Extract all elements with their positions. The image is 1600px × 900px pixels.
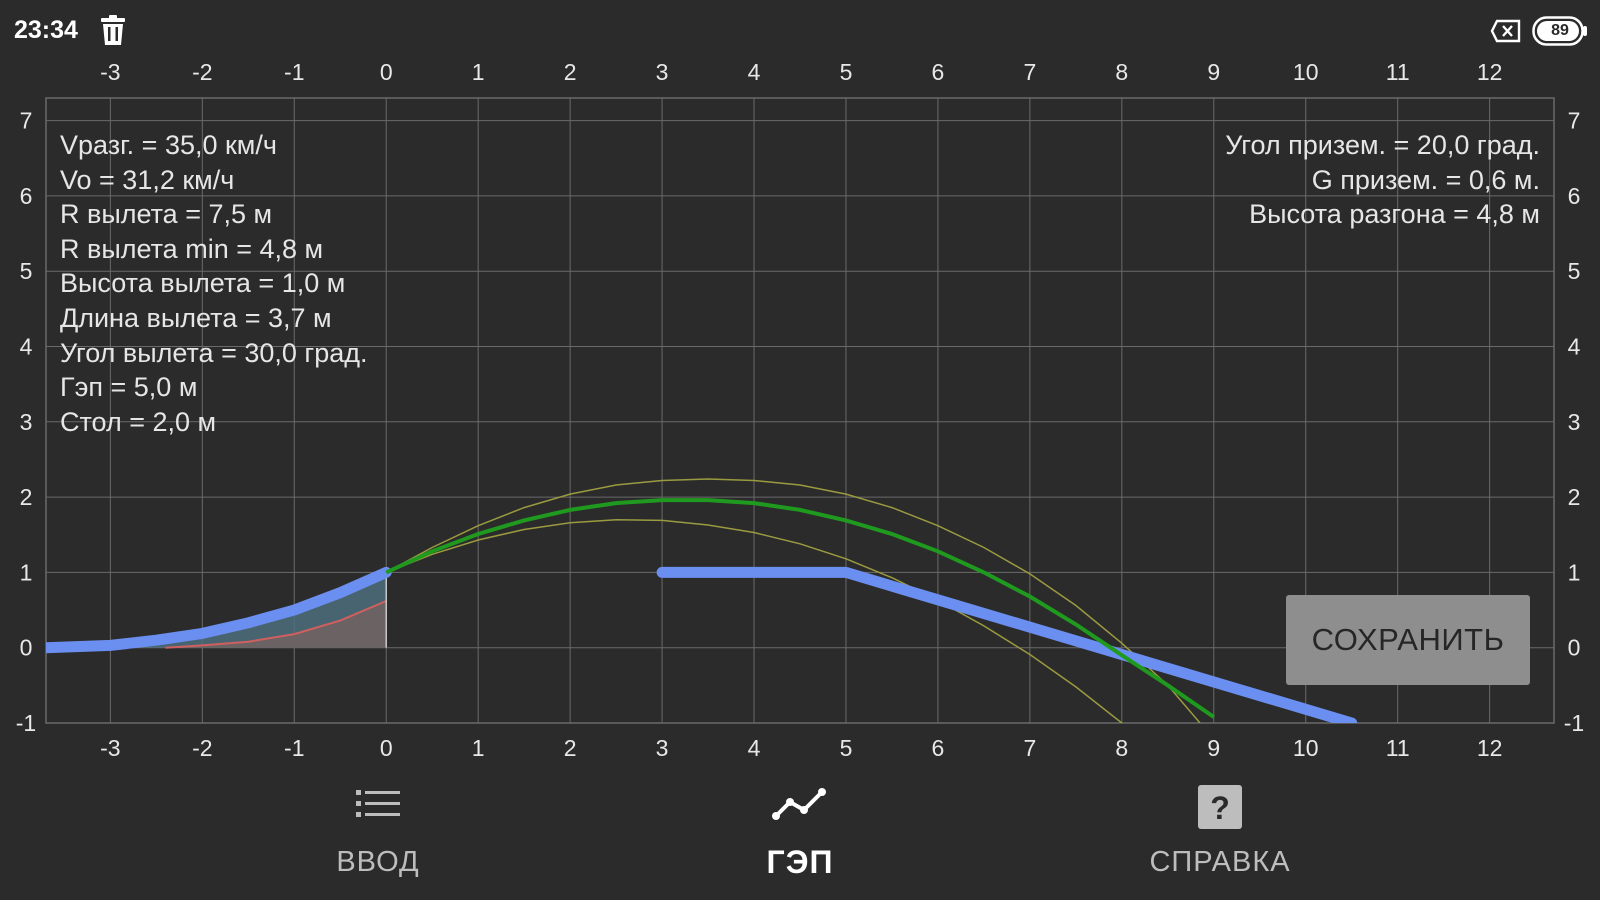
y-tick-label-right: 1 xyxy=(1568,559,1581,585)
x-tick-label-bottom: 2 xyxy=(564,735,577,760)
nav-label-help: СПРАВКА xyxy=(1149,846,1291,878)
y-tick-label-left: 1 xyxy=(20,559,33,585)
plot-series xyxy=(46,478,1358,723)
y-tick-label-left: 5 xyxy=(20,258,33,284)
trajectory-upper-line xyxy=(385,478,1201,723)
x-tick-label-bottom: 5 xyxy=(840,735,853,760)
help-icon: ? xyxy=(1198,785,1242,829)
param-left-line: Vразг. = 35,0 км/ч xyxy=(60,130,277,160)
trajectory-lower-line xyxy=(385,518,1123,723)
x-tick-label-top: 3 xyxy=(656,60,669,85)
y-tick-label-left: 3 xyxy=(20,409,33,435)
x-tick-label-bottom: 7 xyxy=(1023,735,1036,760)
kicker-min-line xyxy=(165,600,387,649)
nav-item-help[interactable]: ? СПРАВКА xyxy=(1100,760,1340,900)
svg-text:?: ? xyxy=(1210,790,1230,826)
y-tick-label-left: 6 xyxy=(20,183,33,209)
status-time: 23:34 xyxy=(14,16,78,44)
x-tick-label-top: 5 xyxy=(840,60,853,85)
y-tick-label-left: -1 xyxy=(16,710,36,736)
battery-level: 89 xyxy=(1551,22,1569,39)
param-left-line: Длина вылета = 3,7 м xyxy=(60,302,332,333)
y-tick-label-right: 3 xyxy=(1568,409,1581,435)
param-left-line: R вылета min = 4,8 м xyxy=(60,233,324,264)
param-left-line: R вылета = 7,5 м xyxy=(60,199,273,230)
x-tick-label-bottom: 11 xyxy=(1386,735,1410,760)
jump-params-right: Угол призем. = 20,0 град. G призем. = 0,6… xyxy=(1225,128,1540,232)
x-tick-label-top: 2 xyxy=(564,60,577,85)
status-bar: 23:34 89 xyxy=(0,0,1600,60)
x-tick-label-top: 6 xyxy=(932,60,945,85)
x-tick-label-top: 4 xyxy=(748,60,761,85)
kicker-area xyxy=(46,572,387,648)
nav-item-gap[interactable]: ГЭП xyxy=(680,760,920,900)
chart-line-icon xyxy=(772,788,826,820)
nav-label-gap: ГЭП xyxy=(766,844,834,880)
x-tick-label-bottom: -3 xyxy=(100,735,120,760)
y-tick-label-right: 0 xyxy=(1568,635,1581,661)
x-tick-label-bottom: 1 xyxy=(472,735,485,760)
x-tick-label-top: 7 xyxy=(1023,60,1036,85)
param-left-line: Vo = 31,2 км/ч xyxy=(60,164,235,195)
jump-params-left: Vразг. = 35,0 км/ч Vo = 31,2 км/ч R вылета… xyxy=(60,128,368,439)
x-tick-label-top: 12 xyxy=(1477,60,1503,85)
y-tick-label-right: 6 xyxy=(1568,183,1581,209)
y-tick-label-right: 4 xyxy=(1568,333,1581,359)
y-tick-label-left: 0 xyxy=(20,635,33,661)
x-tick-label-top: 8 xyxy=(1115,60,1128,85)
nav-label-input: ВВОД xyxy=(336,846,420,878)
battery-icon xyxy=(1532,16,1587,46)
sim-card-x-icon xyxy=(1490,19,1521,43)
bottom-navigation: ВВОД ГЭП ? СПРАВКА xyxy=(0,760,1600,900)
x-tick-label-bottom: 0 xyxy=(380,735,393,760)
trash-icon xyxy=(101,15,125,45)
x-tick-label-top: -2 xyxy=(192,60,212,85)
x-tick-label-bottom: 10 xyxy=(1293,735,1319,760)
y-tick-label-right: 5 xyxy=(1568,258,1581,284)
param-left-line: Гэп = 5,0 м xyxy=(60,372,198,403)
param-right-line: Высота разгона = 4,8 м xyxy=(1249,199,1540,230)
landing-profile-line xyxy=(656,566,1358,723)
x-tick-label-bottom: 9 xyxy=(1207,735,1220,760)
x-tick-label-top: 0 xyxy=(380,60,393,85)
param-right-line: Угол призем. = 20,0 град. xyxy=(1225,130,1540,160)
x-tick-label-top: 10 xyxy=(1293,60,1319,85)
y-tick-label-right: 7 xyxy=(1568,108,1581,134)
gap-chart: -3 -3 -2 -2 -1 -1 0 0 1 1 2 2 3 3 4 4 5 5 6 6 7 7 8 8 9 9 10 10 11 11… xyxy=(0,60,1600,760)
y-tick-label-right: 2 xyxy=(1568,484,1581,510)
x-tick-label-bottom: 6 xyxy=(932,735,945,760)
x-tick-label-top: 1 xyxy=(472,60,485,85)
param-left-line: Угол вылета = 30,0 град. xyxy=(60,337,368,368)
x-tick-label-bottom: 4 xyxy=(748,735,761,760)
save-button[interactable]: СОХРАНИТЬ xyxy=(1286,595,1530,685)
x-tick-label-bottom: 3 xyxy=(656,735,669,760)
y-tick-label-right: -1 xyxy=(1564,710,1584,736)
param-left-line: Стол = 2,0 м xyxy=(60,406,217,437)
y-tick-label-left: 2 xyxy=(20,484,33,510)
kicker-min-area xyxy=(165,601,387,648)
trajectory-line xyxy=(385,498,1215,719)
x-tick-label-top: -3 xyxy=(100,60,120,85)
x-tick-label-top: -1 xyxy=(284,60,304,85)
list-icon xyxy=(356,790,400,817)
x-tick-label-top: 11 xyxy=(1386,60,1410,85)
nav-item-input[interactable]: ВВОД xyxy=(258,760,498,900)
takeoff-ramp-line xyxy=(46,566,392,654)
y-tick-label-left: 4 xyxy=(20,333,33,359)
x-tick-label-bottom: 12 xyxy=(1477,735,1503,760)
param-left-line: Высота вылета = 1,0 м xyxy=(60,268,346,299)
x-tick-label-top: 9 xyxy=(1207,60,1220,85)
param-right-line: G призем. = 0,6 м. xyxy=(1311,164,1540,195)
chart-canvas: -3-3-2-2-1-10011223344556677889910101111… xyxy=(16,60,1584,760)
x-tick-label-bottom: -1 xyxy=(284,735,304,760)
y-tick-label-left: 7 xyxy=(20,108,33,134)
x-tick-label-bottom: -2 xyxy=(192,735,212,760)
x-tick-label-bottom: 8 xyxy=(1115,735,1128,760)
